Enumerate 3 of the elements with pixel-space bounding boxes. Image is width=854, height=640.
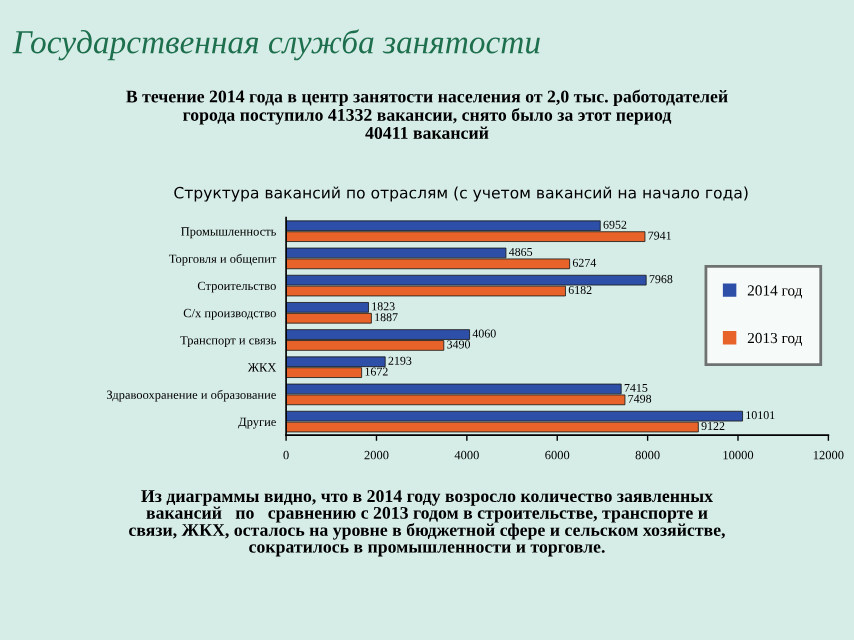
text: Из диаграммы видно, что в 2014 году возросло количество заявленных вакансий по сравнению с 2013 годом в строительстве, транспорте и связи, ЖКХ, осталось на уровне в бюджетной сфере и сельском хозяйстве, сократилось в промышленности и торговле. xyxy=(129,490,725,557)
text: Государственная служба занятости xyxy=(12,29,540,61)
text: В течение 2014 года в центр занятости населения от 2,0 тыс. работодателей города поступило 41332 вакансии, снято было за этот период 40411 вакансий xyxy=(126,89,728,139)
